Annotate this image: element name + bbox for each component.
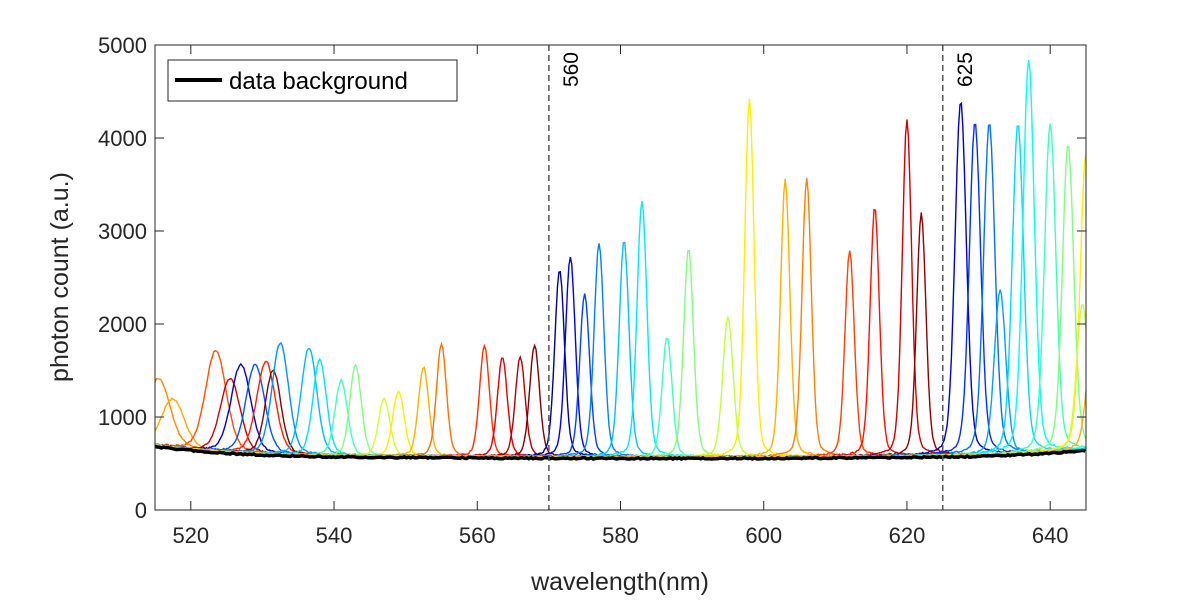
x-tick-label-580: 580 [602,523,639,548]
x-tick-label-620: 620 [889,523,926,548]
y-tick-label-2000: 2000 [98,312,147,337]
series-layer [155,60,1086,461]
x-tick-label-600: 600 [745,523,782,548]
legend-label: data background [229,68,408,95]
annotation-layer: 560 625 [548,45,977,510]
y-tick-label-0: 0 [135,498,147,523]
annotation-label-560: 560 [560,52,583,87]
y-tick-label-5000: 5000 [98,33,147,58]
background-line [155,444,1086,461]
x-tick-label-640: 640 [1032,523,1069,548]
x-axis-title: wavelength(nm) [530,568,709,596]
x-tick-label-540: 540 [316,523,353,548]
x-tick-label-520: 520 [172,523,209,548]
y-ticks: 0 1000 2000 3000 4000 5000 [98,33,1086,523]
x-ticks: 520 540 560 580 600 620 640 [172,45,1069,548]
y-tick-label-3000: 3000 [98,219,147,244]
legend: data background [167,59,458,102]
x-tick-label-560: 560 [459,523,496,548]
annotation-label-625: 625 [954,52,977,87]
y-tick-label-4000: 4000 [98,126,147,151]
y-axis-title: photon count (a.u.) [46,172,74,382]
y-tick-label-1000: 1000 [98,405,147,430]
